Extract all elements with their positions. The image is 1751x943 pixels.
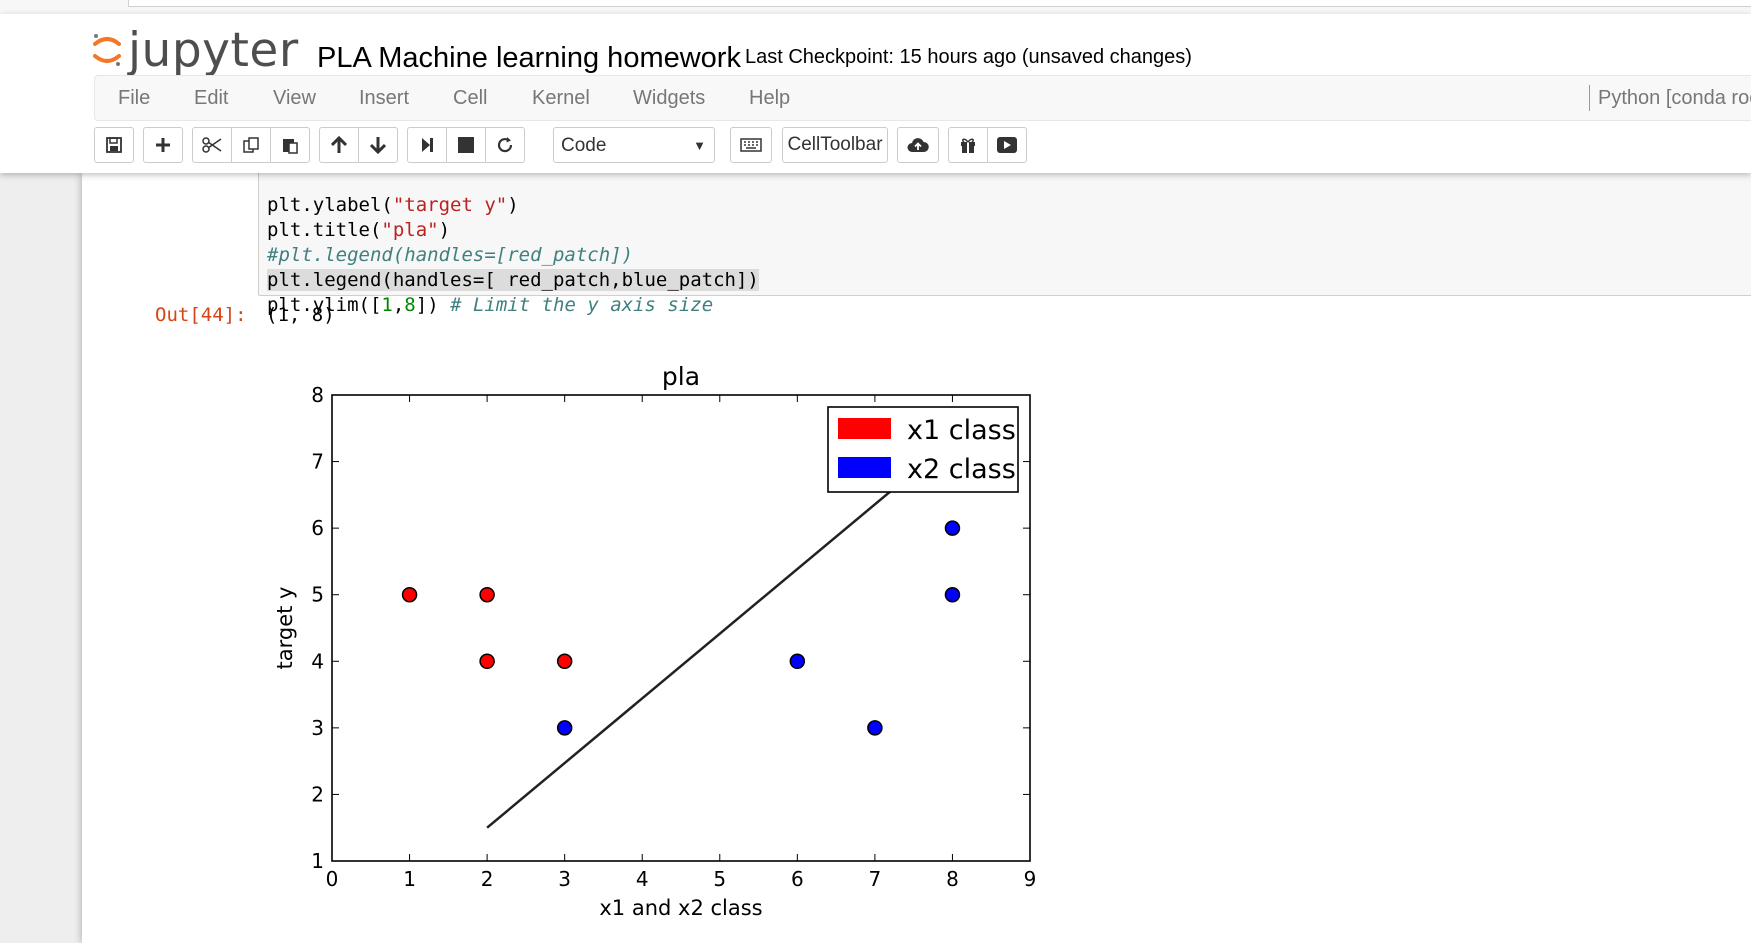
decision-boundary-line (486, 487, 896, 829)
upload-button[interactable] (897, 127, 939, 163)
insert-cell-button[interactable] (143, 127, 183, 163)
dropdown-arrow-icon: ▼ (693, 138, 706, 153)
cell-type-value: Code (561, 135, 607, 156)
legend-swatch (838, 457, 891, 478)
copy-icon (243, 137, 259, 153)
y-tick-label: 8 (311, 383, 324, 407)
x-tick-label: 9 (1024, 867, 1037, 891)
save-button[interactable] (94, 127, 134, 163)
arrow-down-icon (370, 137, 386, 154)
logo-text: jupyter (128, 22, 299, 78)
y-tick-label: 1 (311, 849, 324, 873)
x-tick-label: 0 (326, 867, 339, 891)
x-axis-label: x1 and x2 class (599, 896, 762, 920)
kernel-divider (1589, 85, 1590, 111)
interrupt-button[interactable] (446, 127, 486, 163)
y-tick-label: 3 (311, 716, 324, 740)
menu-widgets[interactable]: Widgets (633, 87, 706, 109)
menu-help[interactable]: Help (749, 87, 791, 109)
cell-type-select[interactable]: Code ▼ (553, 127, 715, 163)
y-tick-label: 4 (311, 649, 324, 673)
data-point (556, 720, 573, 736)
jupyter-logo[interactable]: jupyter (92, 20, 299, 80)
x-tick-label: 7 (869, 867, 882, 891)
output-prompt: Out[44]: (155, 304, 247, 326)
data-point (479, 586, 495, 603)
play-icon (997, 137, 1017, 153)
data-point (556, 653, 573, 670)
notebook-title[interactable]: PLA Machine learning homework (317, 42, 741, 74)
menu-view[interactable]: View (273, 87, 316, 109)
legend-label: x1 class (907, 415, 1016, 446)
y-tick-label: 2 (311, 782, 324, 806)
cloud-upload-icon (907, 138, 929, 152)
data-point (401, 586, 418, 603)
x-tick-label: 1 (403, 867, 416, 891)
run-button[interactable] (407, 127, 447, 163)
code-line-ylabel: plt.ylabel("target y") (267, 194, 519, 216)
move-down-button[interactable] (358, 127, 398, 163)
menu-edit[interactable]: Edit (194, 87, 229, 109)
data-point (944, 520, 961, 536)
y-axis-label: target y (273, 587, 297, 670)
x-tick-label: 5 (713, 867, 726, 891)
x-tick-label: 8 (946, 867, 959, 891)
kernel-indicator[interactable]: Python [conda roo (1598, 87, 1751, 109)
x-tick-label: 2 (481, 867, 494, 891)
present-button[interactable] (987, 127, 1027, 163)
menu-cell[interactable]: Cell (453, 87, 488, 109)
menu-kernel[interactable]: Kernel (532, 87, 590, 109)
restart-icon (497, 137, 513, 153)
chart-title: pla (662, 362, 700, 391)
x-tick-label: 6 (791, 867, 804, 891)
code-line-legend: plt.legend(handles=[ red_patch,blue_patc… (267, 269, 759, 291)
copy-button[interactable] (231, 127, 271, 163)
save-icon (106, 137, 122, 153)
gift-icon (961, 138, 975, 153)
output-value: (1, 8) (266, 304, 335, 326)
data-point (944, 586, 961, 603)
plus-icon (156, 138, 170, 152)
menu-file[interactable]: File (118, 87, 151, 109)
address-bar[interactable] (128, 0, 1751, 7)
y-tick-label: 7 (311, 450, 324, 474)
code-line-comment: #plt.legend(handles=[red_patch]) (267, 244, 634, 266)
arrow-up-icon (331, 136, 347, 153)
command-palette-button[interactable] (730, 127, 772, 163)
data-point (479, 653, 495, 670)
gift-button[interactable] (948, 127, 988, 163)
restart-button[interactable] (485, 127, 525, 163)
code-cell-input[interactable]: plt.ylabel("target y") plt.title("pla") #p… (258, 167, 1751, 316)
checkpoint-status: Last Checkpoint: 15 hours ago (unsaved c… (745, 46, 1192, 68)
data-point (789, 653, 806, 670)
jupyter-logo-icon (93, 34, 121, 66)
move-up-button[interactable] (319, 127, 359, 163)
code-editor[interactable]: plt.ylabel("target y") plt.title("pla") #p… (267, 168, 759, 368)
y-tick-label: 6 (311, 516, 324, 540)
code-line-ylim: plt.ylim([1,8]) # Limit the y axis size (267, 294, 714, 316)
menu-bar: File Edit View Insert Cell Kernel Widget… (94, 75, 1751, 121)
cut-button[interactable] (192, 127, 232, 163)
legend-label: x2 class (907, 454, 1016, 485)
y-tick-label: 5 (311, 583, 324, 607)
notebook-header: jupyter PLA Machine learning homework La… (0, 14, 1751, 173)
celltoolbar-button[interactable]: CellToolbar (782, 127, 888, 163)
browser-top-strip (0, 0, 1751, 15)
x-tick-label: 3 (558, 867, 571, 891)
paste-icon (283, 139, 298, 154)
menu-insert[interactable]: Insert (359, 87, 410, 109)
notebook-container: plt.ylabel("target y") plt.title("pla") #p… (82, 167, 1751, 943)
stop-icon (458, 137, 474, 153)
x-tick-label: 4 (636, 867, 649, 891)
legend-swatch (838, 418, 891, 439)
data-point (867, 720, 883, 736)
paste-button[interactable] (270, 127, 310, 163)
keyboard-icon (740, 138, 762, 152)
code-line-title: plt.title("pla") (267, 219, 451, 241)
cut-icon (202, 137, 222, 153)
step-forward-icon (422, 138, 433, 152)
